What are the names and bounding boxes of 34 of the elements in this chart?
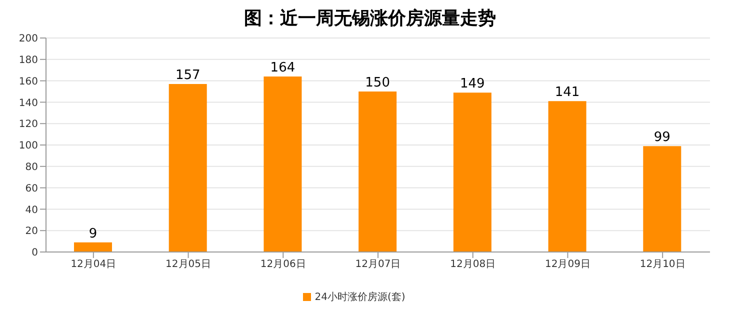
- data-label: 9: [88, 226, 98, 242]
- bar: [358, 92, 397, 252]
- bar: [74, 242, 112, 252]
- data-label: 149: [460, 76, 485, 92]
- x-tick-label: 12月06日: [260, 259, 306, 270]
- y-tick-label: 160: [18, 76, 38, 88]
- y-tick-label: 120: [18, 119, 38, 130]
- legend-label: 24小时涨价房源(套): [314, 292, 406, 303]
- data-label: 157: [175, 68, 200, 84]
- y-tick-label: 20: [25, 226, 38, 238]
- chart-title: 图：近一周无锡涨价房源量走势: [243, 8, 497, 31]
- y-tick-label: 140: [18, 98, 38, 109]
- bar: [643, 146, 682, 252]
- y-tick-label: 60: [25, 183, 38, 194]
- data-label: 141: [554, 85, 580, 100]
- data-label: 99: [654, 130, 670, 146]
- y-tick-label: 80: [25, 162, 38, 173]
- y-tick-label: 0: [32, 248, 38, 259]
- x-tick-label: 12月10日: [640, 259, 686, 270]
- data-label: 164: [270, 60, 296, 76]
- y-tick-label: 100: [18, 140, 38, 152]
- x-tick-label: 12月05日: [166, 259, 212, 270]
- data-label: 150: [365, 76, 390, 90]
- x-tick-label: 12月09日: [544, 259, 590, 270]
- y-tick-label: 180: [18, 54, 38, 66]
- x-tick-label: 12月08日: [450, 259, 496, 270]
- bar: [548, 101, 586, 252]
- bar: [168, 84, 207, 252]
- x-tick-label: 12月07日: [355, 259, 401, 270]
- bar: [453, 92, 492, 252]
- y-tick-label: 40: [25, 204, 38, 216]
- y-tick-label: 200: [18, 34, 38, 45]
- x-tick-label: 12月04日: [70, 259, 116, 270]
- bar: [264, 76, 302, 252]
